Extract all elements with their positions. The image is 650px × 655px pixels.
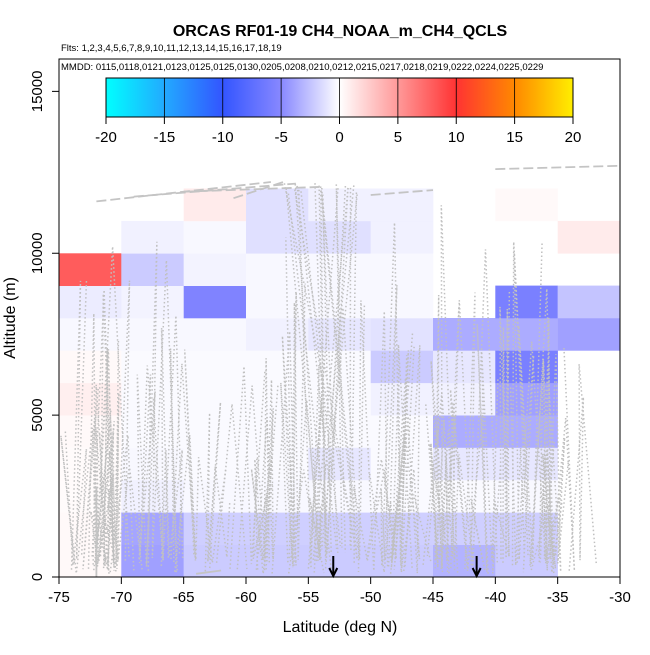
- heatmap-cell-64: [371, 318, 434, 351]
- heatmap-cell-9: [59, 253, 122, 286]
- chart-title: ORCAS RF01-19 CH4_NOAA_m_CH4_QCLS: [173, 23, 508, 40]
- heatmap-cell-86: [495, 189, 558, 222]
- x-tick-label: -65: [173, 589, 195, 606]
- heatmap-cell-63: [371, 350, 434, 383]
- heatmap-cell-28: [184, 318, 247, 351]
- colorbar-tick-label: 0: [335, 129, 343, 146]
- colorbar-tick-label: 20: [565, 129, 582, 146]
- y-tick-label: 10000: [29, 232, 46, 274]
- x-tick-label: -45: [422, 589, 444, 606]
- heatmap-cell-30: [184, 253, 247, 286]
- x-tick-label: -60: [235, 589, 257, 606]
- dates-label: MMDD: 0115,0118,0121,0123,0125,0125,0130…: [61, 62, 543, 73]
- heatmap-cell-39: [246, 350, 309, 383]
- heatmap-cell-76: [433, 318, 496, 351]
- flight-track-55: [569, 364, 596, 571]
- heatmap-cell-66: [371, 253, 434, 286]
- y-tick-label: 0: [29, 573, 46, 581]
- heatmap-cell-56: [308, 189, 371, 222]
- colorbar-labels: -20 -15 -10 -5 0 5 10 15 20: [95, 129, 581, 146]
- colorbar-tick-label: -10: [212, 129, 234, 146]
- colorbar-tick-label: -20: [95, 129, 117, 146]
- heatmap-cell-31: [184, 221, 247, 254]
- flights-label: Flts: 1,2,3,4,5,6,7,8,9,10,11,12,13,14,1…: [61, 43, 282, 54]
- x-tick-label: -40: [484, 589, 506, 606]
- heatmap-cell-0: [59, 545, 122, 578]
- heatmap-cell-88: [558, 286, 621, 319]
- x-tick-label: -75: [48, 589, 70, 606]
- heatmap-cell-25: [184, 415, 247, 448]
- x-axis-label: Latitude (deg N): [283, 619, 398, 636]
- heatmap-cell-75: [433, 350, 496, 383]
- heatmap-cell-44: [246, 189, 309, 222]
- heatmap-cell-74: [433, 383, 496, 416]
- y-axis: 0 5000 10000 15000: [29, 71, 59, 582]
- heatmap-cell-27: [184, 350, 247, 383]
- heatmap-cell-45: [308, 545, 371, 578]
- colorbar-tick-label: -5: [274, 129, 287, 146]
- x-tick-label: -55: [297, 589, 319, 606]
- colorbar-tick-label: -15: [154, 129, 176, 146]
- colorbar-tick-label: 5: [394, 129, 402, 146]
- heatmap-cell-85: [495, 286, 558, 319]
- x-tick-label: -35: [547, 589, 569, 606]
- heatmap-cell-36: [246, 448, 309, 481]
- colorbar-tick-label: 10: [448, 129, 465, 146]
- heatmap-cell-40: [246, 318, 309, 351]
- heatmap-cell-18: [121, 286, 184, 319]
- x-tick-label: -50: [360, 589, 382, 606]
- x-tick-label: -70: [110, 589, 132, 606]
- heatmap-cell-37: [246, 415, 309, 448]
- heatmap-cell-19: [121, 253, 184, 286]
- cruise-leg-4: [495, 166, 620, 169]
- heatmap-cell-8: [59, 286, 122, 319]
- x-axis: -75 -70 -65 -60 -55 -50 -45 -40 -35 -30: [48, 577, 631, 606]
- heatmap-cell-33: [246, 545, 309, 578]
- heatmap-cell-26: [184, 383, 247, 416]
- heatmap-cell-7: [59, 318, 122, 351]
- heatmap-cell-20: [121, 221, 184, 254]
- heatmap-cell-67: [371, 221, 434, 254]
- heatmap-cell-87: [558, 318, 621, 351]
- colorbar-tick-label: 15: [506, 129, 523, 146]
- heatmap-cell-29: [184, 286, 247, 319]
- y-tick-label: 15000: [29, 71, 46, 113]
- heatmap-cell-32: [184, 189, 247, 222]
- heatmap-cell-6: [59, 350, 122, 383]
- x-tick-label: -30: [609, 589, 631, 606]
- heatmap-cell-55: [308, 221, 371, 254]
- heatmap-cell-65: [371, 286, 434, 319]
- heatmap-cell-89: [558, 221, 621, 254]
- y-axis-label: Altitude (m): [2, 277, 19, 359]
- heatmap-cell-5: [59, 383, 122, 416]
- y-tick-label: 5000: [29, 398, 46, 431]
